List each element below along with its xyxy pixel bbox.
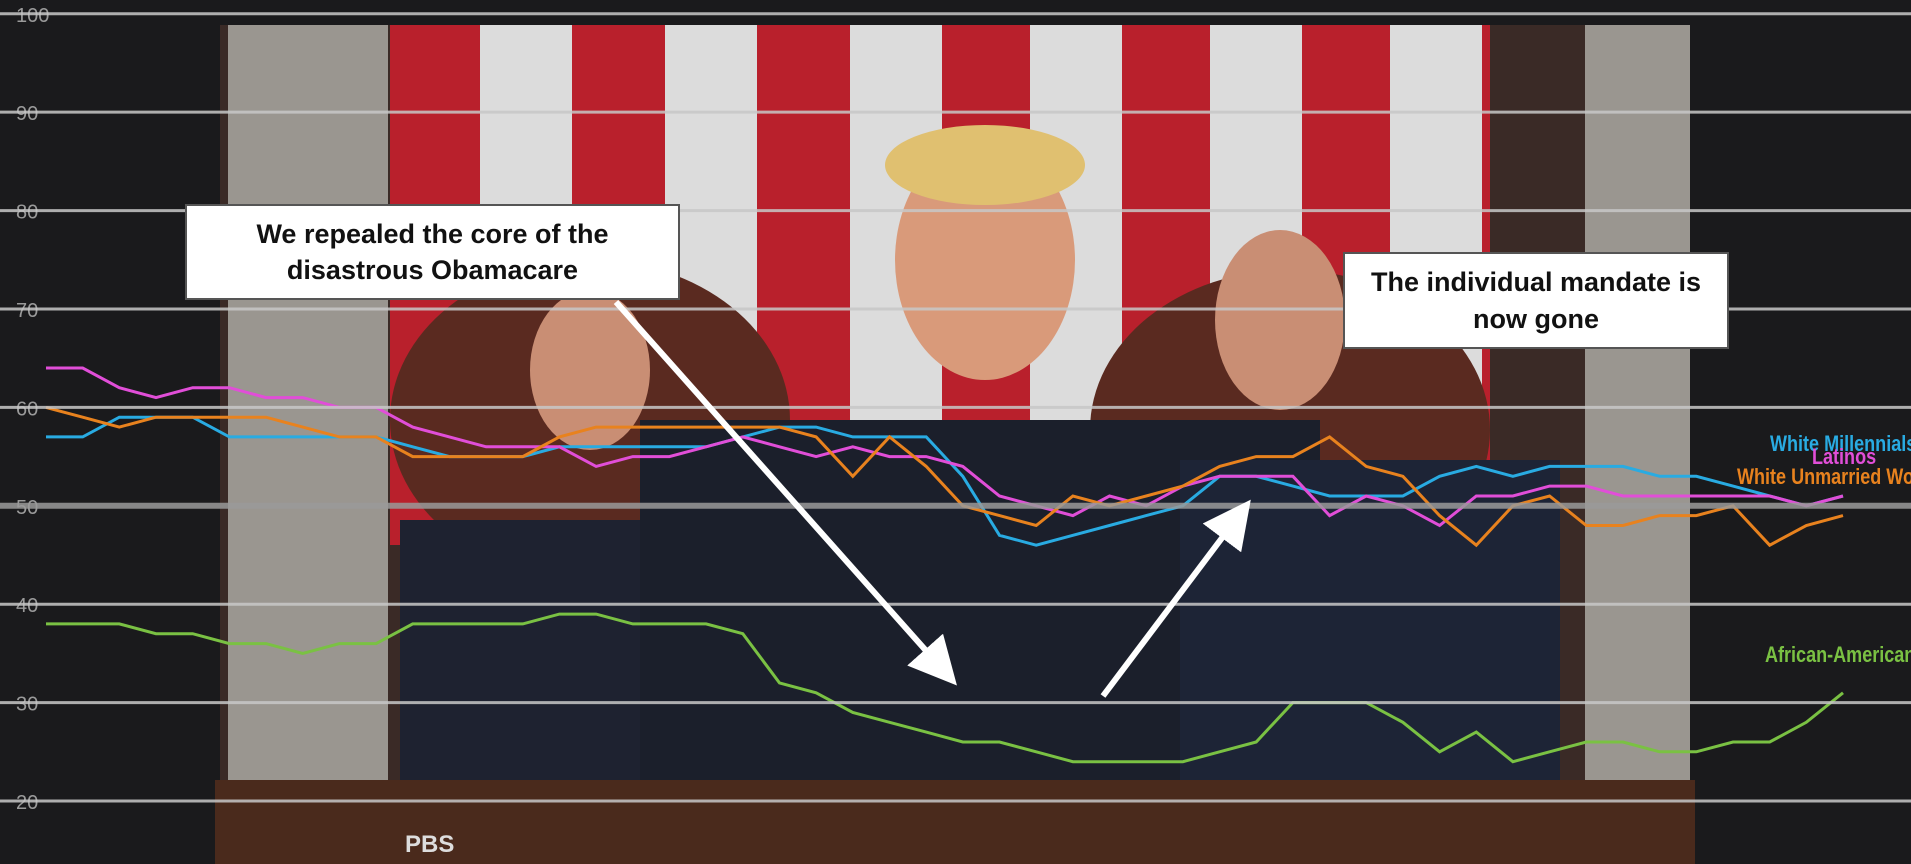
y-tick-label: 20: [16, 792, 38, 814]
watermark: PBS: [405, 831, 454, 858]
series-label: Latinos: [1812, 445, 1876, 469]
y-tick-label: 90: [16, 103, 38, 125]
annotation: The individual mandate is now gone: [1343, 252, 1729, 349]
y-tick-label: 80: [16, 202, 38, 224]
series-label: White Unmarried Women: [1737, 465, 1911, 489]
y-tick-label: 100: [16, 5, 49, 27]
y-tick-label: 70: [16, 300, 38, 322]
y-tick-label: 60: [16, 398, 38, 420]
arrow: [613, 300, 957, 686]
series-label: White Millennials: [1770, 432, 1911, 456]
series-line: [45, 405, 1844, 548]
y-tick-label: 40: [16, 595, 38, 617]
series-line: [46, 612, 1844, 764]
annotation: We repealed the core of the disastrous O…: [185, 204, 680, 300]
arrow: [1100, 499, 1251, 698]
series-line: [46, 415, 1844, 547]
series-line: [46, 366, 1844, 528]
series-label: African-American: [1765, 643, 1911, 667]
y-tick-label: 30: [16, 694, 38, 716]
